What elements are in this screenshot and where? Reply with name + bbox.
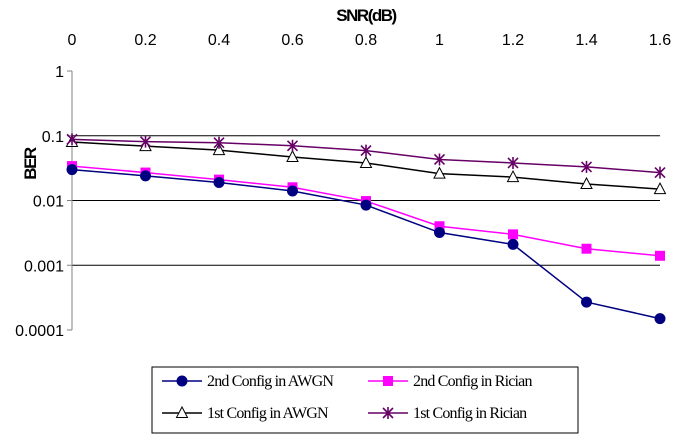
legend-item: 2nd Config in AWGN (162, 373, 335, 390)
data-point (580, 160, 593, 173)
data-point (507, 238, 519, 250)
y-ticks: 1 0.1 0.01 0.001 0.0001 (15, 64, 72, 340)
x-tick-label: 0.4 (208, 32, 230, 49)
data-point (581, 243, 592, 254)
data-point (654, 313, 666, 325)
data-point (580, 176, 593, 189)
legend-item: 2nd Config in Rician (368, 373, 533, 390)
data-point (212, 143, 226, 156)
x-tick-label: 1.4 (575, 32, 597, 49)
legend-marker (175, 405, 189, 418)
x-tick-label: 1 (435, 32, 444, 49)
legend-item: 1st Config in AWGN (162, 405, 330, 422)
data-point (359, 155, 373, 168)
data-point (286, 149, 299, 162)
data-point (433, 166, 446, 179)
data-point (507, 156, 519, 169)
data-point (433, 153, 446, 166)
x-tick-label: 1.6 (649, 32, 671, 49)
y-tick-label: 0.0001 (15, 323, 64, 340)
legend: 2nd Config in AWGN 2nd Config in Rician 1s… (162, 373, 533, 422)
data-point (287, 185, 298, 197)
data-point (66, 164, 78, 176)
legend-marker (383, 376, 393, 386)
series-circle (66, 164, 666, 325)
legend-item: 1st Config in Rician (368, 405, 528, 422)
data-point (434, 227, 445, 239)
x-tick-label: 1.2 (502, 32, 524, 49)
series-triangle (65, 134, 667, 195)
y-tick-label: 0.01 (33, 194, 64, 211)
data-point (213, 136, 225, 149)
x-ticks: 0 0.2 0.4 0.6 0.8 1 1.2 1.4 1.6 (68, 32, 672, 49)
data-point (140, 170, 151, 182)
y-tick-label: 1 (55, 64, 64, 81)
x-tick-label: 0.8 (355, 32, 377, 49)
data-point (581, 296, 592, 308)
legend-marker (382, 407, 394, 419)
x-axis-title: SNR(dB) (336, 6, 396, 25)
series-star (66, 133, 666, 179)
data-point (434, 221, 445, 232)
x-tick-label: 0.6 (281, 32, 303, 49)
data-point (139, 135, 152, 148)
data-point (654, 166, 666, 179)
data-point (506, 170, 520, 183)
x-tick-label: 0 (68, 32, 77, 49)
series-group (65, 133, 667, 325)
y-tick-label: 0.1 (42, 129, 64, 146)
legend-label: 1st Config in AWGN (207, 405, 329, 422)
legend-marker (176, 375, 188, 387)
data-point (360, 199, 372, 211)
data-point (653, 182, 667, 195)
data-point (286, 139, 299, 152)
data-point (508, 229, 518, 240)
y-tick-label: 0.001 (24, 258, 64, 275)
data-point (655, 250, 665, 261)
legend-label: 1st Config in Rician (413, 405, 527, 422)
data-point (213, 176, 225, 188)
legend-label: 2nd Config in AWGN (207, 373, 334, 390)
data-point (360, 144, 372, 157)
legend-label: 2nd Config in Rician (413, 373, 532, 390)
data-point (66, 133, 78, 146)
x-tick-label: 0.2 (134, 32, 156, 49)
y-axis-title: BER (21, 147, 40, 180)
legend-box (151, 366, 579, 434)
